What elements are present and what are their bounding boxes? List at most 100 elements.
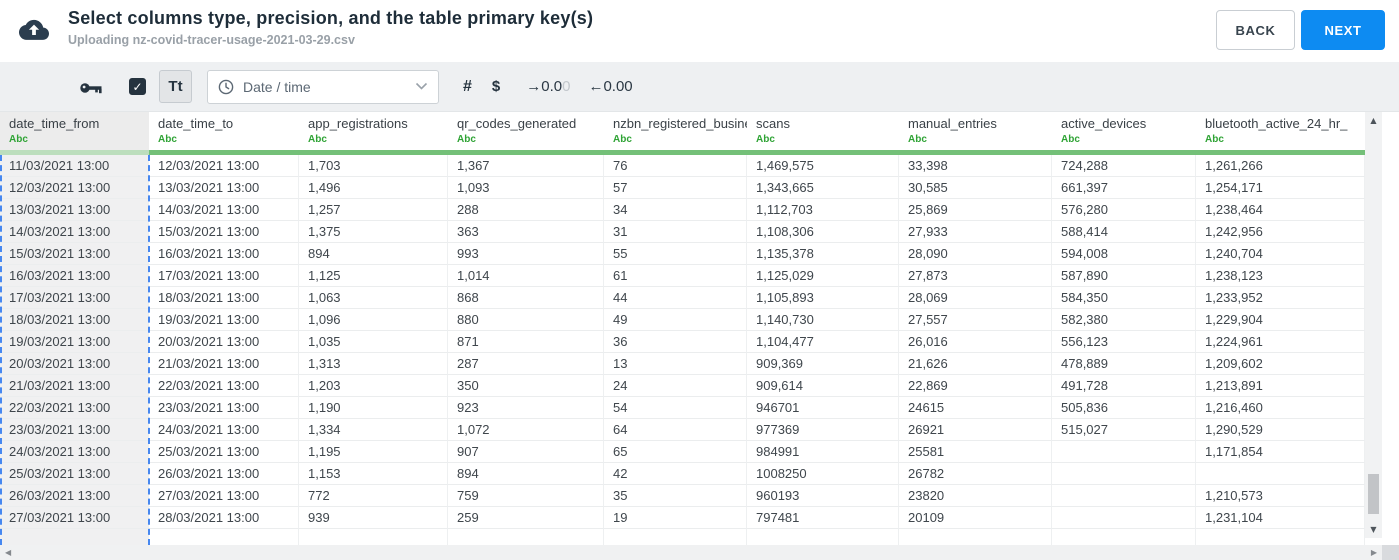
cell-bluetooth_active_24_hr_: 1,231,104 xyxy=(1196,507,1365,529)
table-row[interactable]: 20/03/2021 13:00 21/03/2021 13:00 1,313 … xyxy=(0,353,1365,375)
back-button[interactable]: BACK xyxy=(1216,10,1295,50)
table-row[interactable]: 12/03/2021 13:00 13/03/2021 13:00 1,496 … xyxy=(0,177,1365,199)
table-row[interactable]: 15/03/2021 13:00 16/03/2021 13:00 894 99… xyxy=(0,243,1365,265)
cell-date_time_from: 12/03/2021 13:00 xyxy=(0,177,149,199)
next-button[interactable]: NEXT xyxy=(1301,10,1385,50)
column-header-app_registrations[interactable]: app_registrations Abc xyxy=(299,112,448,150)
wizard-header: Select columns type, precision, and the … xyxy=(0,0,1399,62)
cell-date_time_to: 24/03/2021 13:00 xyxy=(149,419,299,441)
table-header-row: date_time_from Abc date_time_to Abc app_… xyxy=(0,112,1365,150)
clock-icon xyxy=(218,79,234,95)
cell-manual_entries: 33,398 xyxy=(899,155,1052,177)
table-row[interactable]: 18/03/2021 13:00 19/03/2021 13:00 1,096 … xyxy=(0,309,1365,331)
column-type-badge: Abc xyxy=(457,134,476,145)
table-row[interactable]: 16/03/2021 13:00 17/03/2021 13:00 1,125 … xyxy=(0,265,1365,287)
chevron-down-icon xyxy=(415,82,428,91)
cell-app_registrations: 939 xyxy=(299,507,448,529)
cell-nzbn_registered_busine: 36 xyxy=(604,331,747,353)
scroll-down-icon[interactable]: ▼ xyxy=(1370,525,1377,534)
decrease-decimals-button[interactable]: ←0.00 xyxy=(588,78,633,95)
increase-decimals-button[interactable]: →0.00 xyxy=(526,78,571,95)
cell-qr_codes_generated: 907 xyxy=(448,441,604,463)
cell-bluetooth_active_24_hr_: 1,233,952 xyxy=(1196,287,1365,309)
cell-active_devices: 576,280 xyxy=(1052,199,1196,221)
cell-nzbn_registered_busine: 34 xyxy=(604,199,747,221)
table-row[interactable]: 21/03/2021 13:00 22/03/2021 13:00 1,203 … xyxy=(0,375,1365,397)
number-type-button[interactable]: # xyxy=(463,77,472,95)
column-type-select[interactable]: Date / time xyxy=(207,69,439,104)
cell-app_registrations: 1,195 xyxy=(299,441,448,463)
scroll-up-icon[interactable]: ▲ xyxy=(1370,116,1377,125)
cell-nzbn_registered_busine: 55 xyxy=(604,243,747,265)
cell-bluetooth_active_24_hr_: 1,238,464 xyxy=(1196,199,1365,221)
cell-date_time_to: 12/03/2021 13:00 xyxy=(149,155,299,177)
cell-app_registrations: 1,313 xyxy=(299,353,448,375)
table-row[interactable]: 14/03/2021 13:00 15/03/2021 13:00 1,375 … xyxy=(0,221,1365,243)
table-row[interactable]: 26/03/2021 13:00 27/03/2021 13:00 772 75… xyxy=(0,485,1365,507)
table-row[interactable]: 19/03/2021 13:00 20/03/2021 13:00 1,035 … xyxy=(0,331,1365,353)
upload-status-text: Uploading nz-covid-tracer-usage-2021-03-… xyxy=(68,33,355,47)
column-selected-checkbox[interactable]: ✓ xyxy=(129,78,146,95)
column-type-badge: Abc xyxy=(756,134,775,145)
column-header-scans[interactable]: scans Abc xyxy=(747,112,899,150)
cell-date_time_to: 20/03/2021 13:00 xyxy=(149,331,299,353)
primary-key-icon[interactable] xyxy=(80,81,102,93)
cell-app_registrations: 1,096 xyxy=(299,309,448,331)
column-header-manual_entries[interactable]: manual_entries Abc xyxy=(899,112,1052,150)
currency-type-button[interactable]: $ xyxy=(491,78,501,95)
cell-bluetooth_active_24_hr_: 1,229,904 xyxy=(1196,309,1365,331)
table-row[interactable]: 23/03/2021 13:00 24/03/2021 13:00 1,334 … xyxy=(0,419,1365,441)
cell-bluetooth_active_24_hr_: 1,216,460 xyxy=(1196,397,1365,419)
cell-scans: 909,369 xyxy=(747,353,899,375)
column-header-active_devices[interactable]: active_devices Abc xyxy=(1052,112,1196,150)
cell-date_time_to: 18/03/2021 13:00 xyxy=(149,287,299,309)
scroll-left-icon[interactable]: ◀ xyxy=(5,548,12,557)
cell-date_time_from: 26/03/2021 13:00 xyxy=(0,485,149,507)
cell-date_time_from: 24/03/2021 13:00 xyxy=(0,441,149,463)
table-row[interactable]: 17/03/2021 13:00 18/03/2021 13:00 1,063 … xyxy=(0,287,1365,309)
table-row[interactable]: 25/03/2021 13:00 26/03/2021 13:00 1,153 … xyxy=(0,463,1365,485)
cell-nzbn_registered_busine: 24 xyxy=(604,375,747,397)
cell-date_time_to: 13/03/2021 13:00 xyxy=(149,177,299,199)
cell-scans: 1,135,378 xyxy=(747,243,899,265)
text-type-button[interactable]: Tt xyxy=(159,70,192,103)
column-header-nzbn_registered_busine[interactable]: nzbn_registered_busine Abc xyxy=(613,116,747,145)
column-header-date_time_from[interactable]: date_time_from Abc xyxy=(0,112,149,150)
table-row[interactable]: 11/03/2021 13:00 12/03/2021 13:00 1,703 … xyxy=(0,155,1365,177)
table-row[interactable]: 22/03/2021 13:00 23/03/2021 13:00 1,190 … xyxy=(0,397,1365,419)
table-row[interactable]: 24/03/2021 13:00 25/03/2021 13:00 1,195 … xyxy=(0,441,1365,463)
column-header-qr_codes_generated[interactable]: qr_codes_generated Abc xyxy=(448,112,604,150)
cell-manual_entries: 28,090 xyxy=(899,243,1052,265)
cell-scans: 1,105,893 xyxy=(747,287,899,309)
table-row[interactable]: 27/03/2021 13:00 28/03/2021 13:00 939 25… xyxy=(0,507,1365,529)
column-type-badge: Abc xyxy=(1205,134,1224,145)
cell-date_time_from: 23/03/2021 13:00 xyxy=(0,419,149,441)
cell-qr_codes_generated: 1,093 xyxy=(448,177,604,199)
cell-app_registrations: 772 xyxy=(299,485,448,507)
cell-app_registrations: 1,153 xyxy=(299,463,448,485)
column-header-date_time_to[interactable]: date_time_to Abc xyxy=(149,112,299,150)
cell-qr_codes_generated: 894 xyxy=(448,463,604,485)
column-type-badge: Abc xyxy=(9,134,28,145)
cell-date_time_to: 21/03/2021 13:00 xyxy=(149,353,299,375)
cell-scans: 1,140,730 xyxy=(747,309,899,331)
cell-bluetooth_active_24_hr_: 1,209,602 xyxy=(1196,353,1365,375)
cell-date_time_to: 23/03/2021 13:00 xyxy=(149,397,299,419)
column-header-bluetooth_active_24_hr_[interactable]: bluetooth_active_24_hr_ Abc xyxy=(1196,112,1365,150)
cell-nzbn_registered_busine: 57 xyxy=(604,177,747,199)
vertical-scrollbar[interactable]: ▲ ▼ xyxy=(1365,112,1382,538)
scroll-right-icon[interactable]: ▶ xyxy=(1370,548,1377,557)
cell-manual_entries: 28,069 xyxy=(899,287,1052,309)
column-type-badge: Abc xyxy=(1061,134,1080,145)
cell-nzbn_registered_busine: 76 xyxy=(604,155,747,177)
column-type-badge: Abc xyxy=(308,134,327,145)
cell-qr_codes_generated: 288 xyxy=(448,199,604,221)
cell-bluetooth_active_24_hr_: 1,224,961 xyxy=(1196,331,1365,353)
table-row[interactable]: 13/03/2021 13:00 14/03/2021 13:00 1,257 … xyxy=(0,199,1365,221)
cell-app_registrations: 1,190 xyxy=(299,397,448,419)
vertical-scrollbar-thumb[interactable] xyxy=(1368,474,1379,514)
table-body: 11/03/2021 13:00 12/03/2021 13:00 1,703 … xyxy=(0,155,1365,545)
cell-nzbn_registered_busine: 19 xyxy=(604,507,747,529)
cell-qr_codes_generated: 1,014 xyxy=(448,265,604,287)
horizontal-scrollbar[interactable]: ◀ ▶ xyxy=(0,545,1382,560)
